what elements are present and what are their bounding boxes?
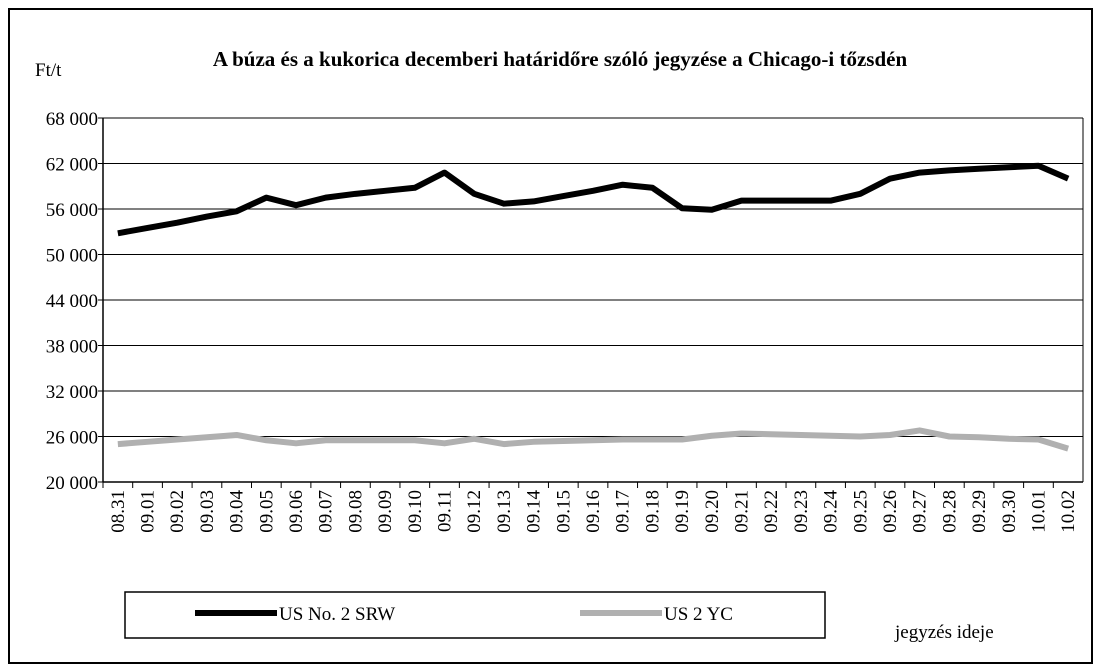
chart-border <box>8 8 1093 664</box>
x-tick-label: 09.29 <box>969 490 990 533</box>
x-tick-label: 09.05 <box>256 490 277 533</box>
series-line <box>117 162 1070 237</box>
x-tick-label: 09.25 <box>850 490 871 533</box>
x-tick-label: 09.24 <box>821 490 842 533</box>
x-tick-label: 09.08 <box>345 490 366 533</box>
y-axis-label: Ft/t <box>35 60 62 81</box>
y-tick-label: 56 000 <box>46 200 98 221</box>
x-tick-label: 09.17 <box>613 490 634 533</box>
x-tick-label: 09.23 <box>791 490 812 533</box>
x-tick-label: 09.20 <box>702 490 723 533</box>
y-tick-label: 20 000 <box>46 473 98 494</box>
x-tick-label: 09.28 <box>939 490 960 533</box>
x-tick-label: 10.02 <box>1058 490 1079 533</box>
legend-label: US 2 YC <box>664 604 733 625</box>
chart-title: A búza és a kukorica decemberi határidőr… <box>212 47 908 71</box>
x-tick-label: 09.22 <box>761 490 782 533</box>
y-tick-label: 26 000 <box>46 428 98 449</box>
x-axis-label: jegyzés ideje <box>894 622 994 643</box>
y-tick-label: 68 000 <box>46 109 98 130</box>
x-tick-label: 09.07 <box>316 490 337 533</box>
x-tick-label: 09.01 <box>138 490 159 533</box>
x-tick-label: 09.18 <box>642 490 663 533</box>
x-tick-label: 09.04 <box>227 490 248 533</box>
y-tick-label: 32 000 <box>46 382 98 403</box>
x-tick-label: 09.10 <box>405 490 426 533</box>
x-tick-label: 09.19 <box>672 490 693 533</box>
series-line <box>117 427 1070 452</box>
x-tick-label: 09.12 <box>464 490 485 533</box>
x-tick-label: 09.30 <box>999 490 1020 533</box>
x-tick-label: 09.09 <box>375 490 396 533</box>
y-tick-label: 38 000 <box>46 337 98 358</box>
x-tick-label: 09.27 <box>910 490 931 533</box>
x-tick-label: 10.01 <box>1028 490 1049 533</box>
y-tick-label: 50 000 <box>46 246 98 267</box>
y-tick-label: 62 000 <box>46 155 98 176</box>
legend-box <box>124 591 826 639</box>
y-tick-label: 44 000 <box>46 291 98 312</box>
x-tick-label: 08.31 <box>108 490 129 533</box>
x-tick-label: 09.03 <box>197 490 218 533</box>
x-tick-label: 09.06 <box>286 490 307 533</box>
legend-label: US No. 2 SRW <box>279 604 395 625</box>
x-tick-label: 09.11 <box>435 490 456 532</box>
x-tick-label: 09.13 <box>494 490 515 533</box>
x-tick-label: 09.02 <box>167 490 188 533</box>
x-tick-label: 09.21 <box>731 490 752 533</box>
x-tick-label: 09.26 <box>880 490 901 533</box>
x-tick-label: 09.15 <box>553 490 574 533</box>
x-tick-label: 09.14 <box>524 490 545 533</box>
x-tick-label: 09.16 <box>583 490 604 533</box>
